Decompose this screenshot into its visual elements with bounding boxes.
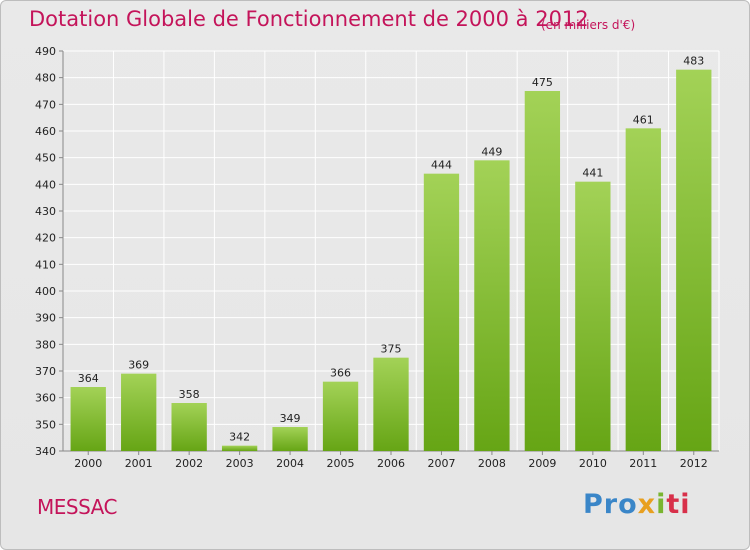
commune-name: MESSAC (37, 495, 117, 519)
y-tick-label: 370 (35, 365, 56, 378)
x-tick-label: 2011 (629, 457, 657, 470)
logo-part-2: x (637, 489, 657, 520)
value-label: 349 (280, 412, 301, 425)
unit-note: (en milliers d'€) (541, 18, 636, 32)
x-tick-label: 2004 (276, 457, 304, 470)
y-tick-label: 460 (35, 125, 56, 138)
bar-2012 (676, 69, 712, 452)
y-tick-label: 470 (35, 98, 56, 111)
value-label: 461 (633, 113, 654, 126)
value-label: 358 (179, 388, 200, 401)
x-tick-label: 2009 (528, 457, 556, 470)
y-tick-label: 490 (35, 45, 56, 58)
x-tick-label: 2005 (327, 457, 355, 470)
bar-2003 (221, 445, 258, 451)
bar-2002 (171, 403, 207, 451)
value-label: 483 (683, 55, 704, 68)
x-tick-label: 2008 (478, 457, 506, 470)
y-tick-label: 430 (35, 205, 56, 218)
x-tick-label: 2002 (175, 457, 203, 470)
bar-2007 (423, 173, 460, 451)
x-tick-label: 2000 (74, 457, 102, 470)
value-label: 375 (381, 343, 402, 356)
x-tick-label: 2010 (579, 457, 607, 470)
value-label: 366 (330, 367, 351, 380)
bar-2004 (272, 427, 308, 451)
y-tick-label: 450 (35, 152, 56, 165)
y-tick-label: 340 (35, 445, 56, 458)
y-tick-label: 380 (35, 338, 56, 351)
bar-2011 (625, 128, 661, 451)
bars (70, 69, 712, 452)
logo-part-1: Pro (583, 489, 638, 520)
bar-2001 (121, 373, 157, 451)
proxiti-logo: Proxiti (583, 489, 691, 520)
x-tick-label: 2007 (427, 457, 455, 470)
y-tick-label: 360 (35, 392, 56, 405)
y-tick-label: 400 (35, 285, 56, 298)
axes: 340 350 360 370 380 390 400 410 420 430 440 450 460 4… (35, 45, 719, 470)
y-tick-label: 440 (35, 178, 56, 191)
y-tick-label: 350 (35, 418, 56, 431)
chart-title: Dotation Globale de Fonctionnement de 20… (29, 7, 589, 31)
bar-2009 (524, 91, 561, 451)
value-label: 441 (582, 167, 603, 180)
y-tick-label: 410 (35, 258, 56, 271)
value-label: 444 (431, 159, 452, 172)
value-label: 364 (78, 372, 99, 385)
y-tick-label: 480 (35, 72, 56, 85)
value-label: 449 (481, 145, 502, 158)
y-tick-label: 420 (35, 232, 56, 245)
bar-2005 (322, 381, 359, 451)
bar-2000 (70, 387, 106, 451)
value-label: 475 (532, 76, 553, 89)
logo-part-4: ti (666, 489, 691, 520)
y-tick-label: 390 (35, 312, 56, 325)
value-label: 369 (128, 359, 149, 372)
x-tick-label: 2012 (680, 457, 708, 470)
logo-part-3: i (656, 489, 667, 520)
x-tick-label: 2001 (125, 457, 153, 470)
value-label: 342 (229, 431, 250, 444)
x-tick-label: 2006 (377, 457, 405, 470)
bar-2006 (373, 357, 409, 451)
x-tick-label: 2003 (226, 457, 254, 470)
value-labels: 364 369 358 342 349 366 375 444 449 475 441 461 483 (78, 55, 705, 444)
bar-2010 (575, 181, 611, 451)
bar-2008 (474, 160, 510, 452)
